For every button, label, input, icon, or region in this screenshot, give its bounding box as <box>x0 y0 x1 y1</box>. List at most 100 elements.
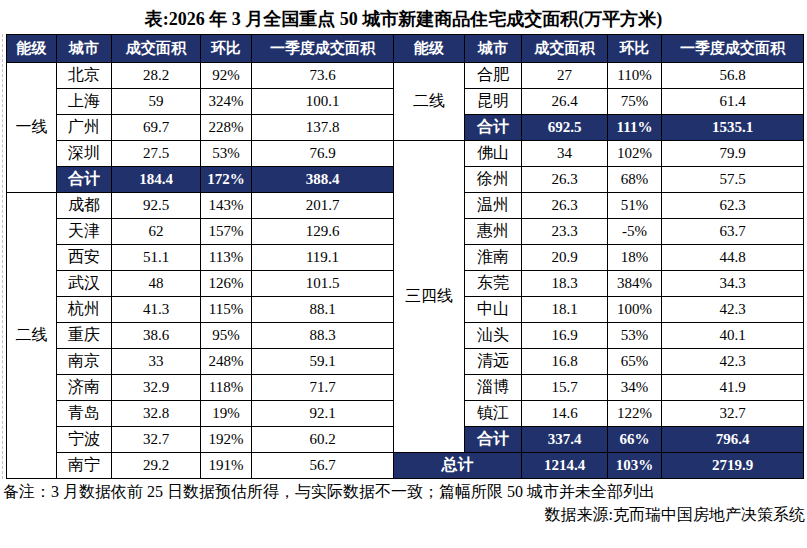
area-cell: 51.1 <box>112 245 201 271</box>
subtotal-mom-cell: 111% <box>608 115 662 141</box>
table-body: 一线北京28.292%73.6二线合肥27110%56.8上海59324%100… <box>7 63 804 479</box>
q1-area-cell: 42.3 <box>662 349 804 375</box>
city-cell: 惠州 <box>465 219 522 245</box>
mom-cell: 191% <box>201 453 252 479</box>
city-cell: 深圳 <box>57 141 112 167</box>
mom-cell: 18% <box>608 245 662 271</box>
q1-area-cell: 57.5 <box>662 167 804 193</box>
q1-area-cell: 32.7 <box>662 401 804 427</box>
area-cell: 23.3 <box>522 219 608 245</box>
area-cell: 26.4 <box>522 89 608 115</box>
area-cell: 69.7 <box>112 115 201 141</box>
grandtotal-mom-cell: 103% <box>608 453 662 479</box>
q1-area-cell: 60.2 <box>252 427 394 453</box>
city-cell: 昆明 <box>465 89 522 115</box>
mom-cell: 75% <box>608 89 662 115</box>
mom-cell: 228% <box>201 115 252 141</box>
mom-cell: 384% <box>608 271 662 297</box>
tier-cell: 三四线 <box>394 141 465 453</box>
city-cell: 清远 <box>465 349 522 375</box>
area-cell: 41.3 <box>112 297 201 323</box>
area-cell: 33 <box>112 349 201 375</box>
area-cell: 18.3 <box>522 271 608 297</box>
area-cell: 15.7 <box>522 375 608 401</box>
mom-cell: 65% <box>608 349 662 375</box>
table-row: 深圳27.553%76.9三四线佛山34102%79.9 <box>7 141 804 167</box>
column-header: 环比 <box>201 35 252 63</box>
subtotal-area-cell: 184.4 <box>112 167 201 193</box>
mom-cell: 53% <box>201 141 252 167</box>
tier-cell: 二线 <box>7 193 57 479</box>
column-header: 城市 <box>57 35 112 63</box>
city-cell: 上海 <box>57 89 112 115</box>
area-cell: 59 <box>112 89 201 115</box>
subtotal-label-cell: 合计 <box>465 115 522 141</box>
city-cell: 徐州 <box>465 167 522 193</box>
q1-area-cell: 61.4 <box>662 89 804 115</box>
mom-cell: 34% <box>608 375 662 401</box>
tier-cell: 二线 <box>394 63 465 141</box>
q1-area-cell: 40.1 <box>662 323 804 349</box>
q1-area-cell: 201.7 <box>252 193 394 219</box>
city-cell: 南宁 <box>57 453 112 479</box>
area-cell: 28.2 <box>112 63 201 89</box>
city-cell: 广州 <box>57 115 112 141</box>
header-row: 能级城市成交面积环比一季度成交面积能级城市成交面积环比一季度成交面积 <box>7 35 804 63</box>
subtotal-q1-cell: 1535.1 <box>662 115 804 141</box>
city-cell: 中山 <box>465 297 522 323</box>
city-cell: 杭州 <box>57 297 112 323</box>
area-cell: 27.5 <box>112 141 201 167</box>
city-cell: 青岛 <box>57 401 112 427</box>
q1-area-cell: 129.6 <box>252 219 394 245</box>
area-cell: 38.6 <box>112 323 201 349</box>
city-cell: 镇江 <box>465 401 522 427</box>
q1-area-cell: 56.7 <box>252 453 394 479</box>
grandtotal-q1-cell: 2719.9 <box>662 453 804 479</box>
mom-cell: 51% <box>608 193 662 219</box>
mom-cell: 68% <box>608 167 662 193</box>
table-header: 能级城市成交面积环比一季度成交面积能级城市成交面积环比一季度成交面积 <box>7 35 804 63</box>
column-header: 成交面积 <box>112 35 201 63</box>
area-cell: 16.8 <box>522 349 608 375</box>
footer-source: 数据来源:克而瑞中国房地产决策系统 <box>0 505 805 526</box>
area-cell: 26.3 <box>522 193 608 219</box>
q1-area-cell: 88.1 <box>252 297 394 323</box>
area-cell: 16.9 <box>522 323 608 349</box>
area-cell: 32.9 <box>112 375 201 401</box>
tier-cell: 一线 <box>7 63 57 193</box>
mom-cell: 19% <box>201 401 252 427</box>
q1-area-cell: 71.7 <box>252 375 394 401</box>
q1-area-cell: 62.3 <box>662 193 804 219</box>
q1-area-cell: 73.6 <box>252 63 394 89</box>
column-header: 一季度成交面积 <box>662 35 804 63</box>
area-cell: 29.2 <box>112 453 201 479</box>
q1-area-cell: 101.5 <box>252 271 394 297</box>
column-header: 成交面积 <box>522 35 608 63</box>
area-cell: 32.8 <box>112 401 201 427</box>
subtotal-mom-cell: 172% <box>201 167 252 193</box>
mom-cell: 324% <box>201 89 252 115</box>
q1-area-cell: 76.9 <box>252 141 394 167</box>
area-cell: 14.6 <box>522 401 608 427</box>
mom-cell: 115% <box>201 297 252 323</box>
q1-area-cell: 44.8 <box>662 245 804 271</box>
city-cell: 重庆 <box>57 323 112 349</box>
grandtotal-area-cell: 1214.4 <box>522 453 608 479</box>
city-cell: 宁波 <box>57 427 112 453</box>
mom-cell: 157% <box>201 219 252 245</box>
area-cell: 92.5 <box>112 193 201 219</box>
city-cell: 济南 <box>57 375 112 401</box>
city-cell: 成都 <box>57 193 112 219</box>
page-title: 表:2026 年 3 月全国重点 50 城市新建商品住宅成交面积(万平方米) <box>0 0 807 34</box>
column-header: 环比 <box>608 35 662 63</box>
q1-area-cell: 119.1 <box>252 245 394 271</box>
column-header: 城市 <box>465 35 522 63</box>
area-cell: 48 <box>112 271 201 297</box>
city-cell: 淮南 <box>465 245 522 271</box>
mom-cell: 53% <box>608 323 662 349</box>
column-header: 能级 <box>394 35 465 63</box>
mom-cell: 113% <box>201 245 252 271</box>
table-row: 一线北京28.292%73.6二线合肥27110%56.8 <box>7 63 804 89</box>
area-cell: 62 <box>112 219 201 245</box>
city-cell: 东莞 <box>465 271 522 297</box>
